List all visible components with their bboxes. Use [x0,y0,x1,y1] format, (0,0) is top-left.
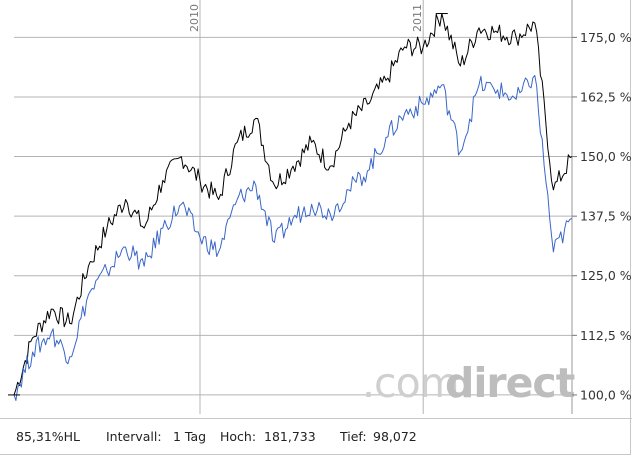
x-axis-ticks: 2010 2011 [188,4,424,32]
series-line-blue [13,75,573,401]
y-tick-label: 162,5 % [580,89,632,104]
y-tick-label: 175,0 % [580,30,632,45]
y-tick-label: 100,0 % [580,387,632,402]
series-lines [8,13,573,401]
ratio-value: 85,31%HL [16,429,81,444]
interval-value: 1 Tag [173,429,207,444]
low-label: Tief: [340,429,367,444]
series-line-black [13,13,573,396]
high-label: Hoch: [220,429,257,444]
price-chart: .com direct 100,0 % 112,5 % 125,0 % 137,5 %… [8,0,632,414]
y-tick-label: 137,5 % [580,209,632,224]
chart-footer: 85,31%HL Intervall: 1 Tag Hoch: 181,733 … [0,418,632,454]
y-tick-label: 112,5 % [580,328,632,343]
x-tick-label: 2010 [188,4,201,32]
y-tick-label: 150,0 % [580,149,632,164]
interval-label: Intervall: [106,429,162,444]
x-tick-label: 2011 [411,4,424,32]
y-axis-ticks: 100,0 % 112,5 % 125,0 % 137,5 % 150,0 % 162,5… [572,30,632,402]
watermark-suffix: direct [445,359,575,407]
comdirect-watermark-logo: .com direct [362,359,576,407]
y-tick-label: 125,0 % [580,268,632,283]
grid-lines [14,0,573,414]
high-value: 181,733 [264,429,316,444]
watermark-prefix: .com [362,359,459,407]
low-value: 98,072 [373,429,417,444]
